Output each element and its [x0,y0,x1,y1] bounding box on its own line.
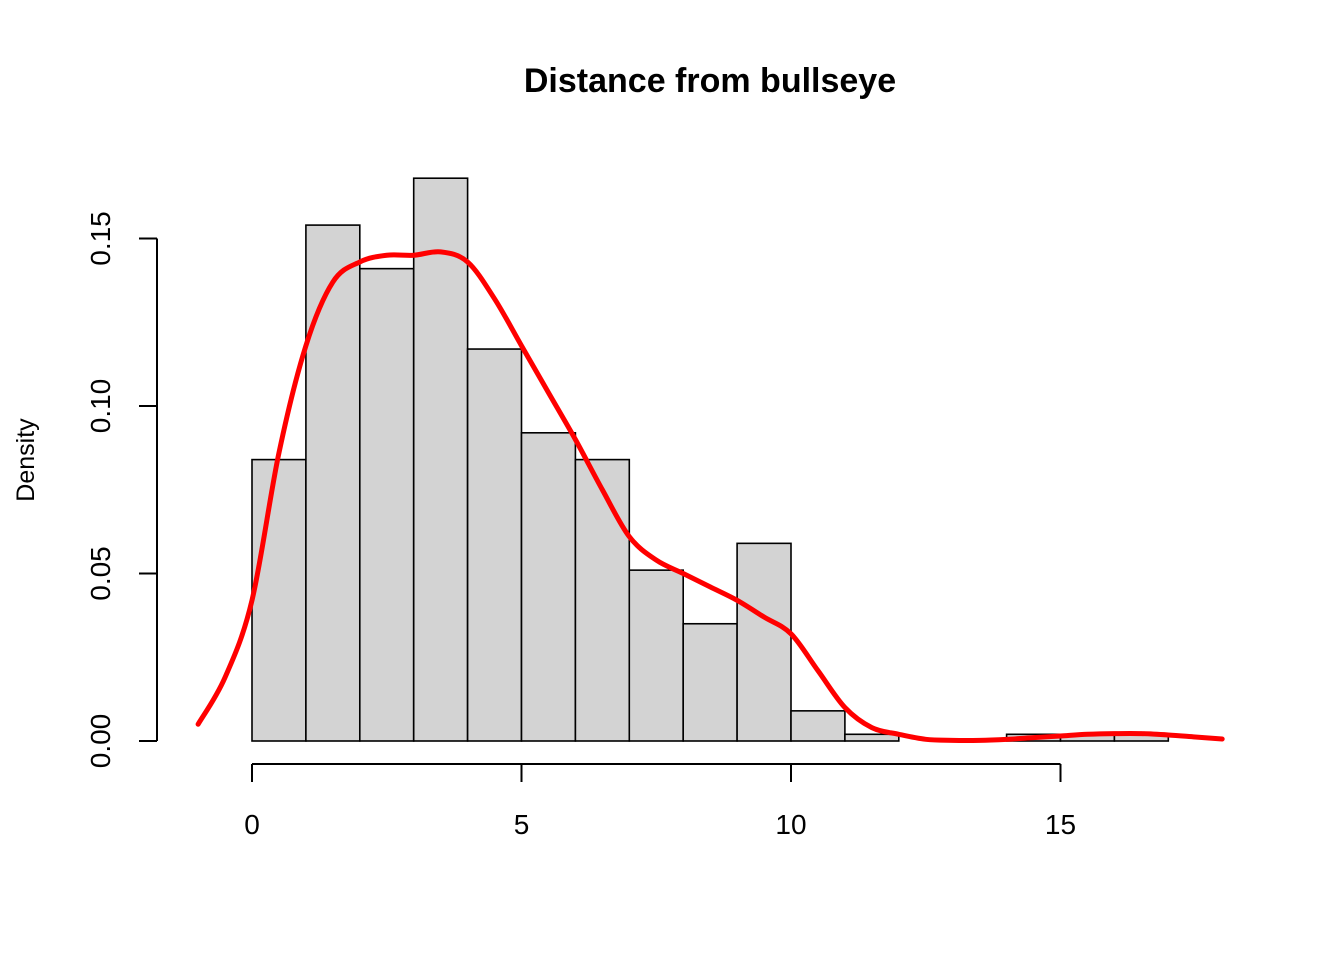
histogram-bar [251,458,307,742]
histogram-bar [682,622,738,742]
y-tick-label: 0.10 [85,379,116,434]
histogram-bar [520,431,577,742]
y-tick-label: 0.05 [85,546,116,601]
histogram-bar [574,458,631,742]
histogram-bar [790,710,846,742]
x-tick-label: 0 [244,809,260,840]
chart-title: Distance from bullseye [524,62,896,100]
histogram-bar [358,267,415,742]
y-axis-label: Density [12,418,40,502]
y-tick-label: 0.15 [85,211,116,266]
y-axis: 0.00 0.05 0.10 0.15 [85,211,158,769]
histogram-bar [305,224,361,742]
histogram-bar [736,542,792,742]
density-curve [195,249,1225,743]
histogram-bar [628,569,684,742]
histogram-bar [412,177,469,742]
x-tick-label: 5 [514,809,530,840]
x-tick-label: 15 [1045,809,1076,840]
x-tick-label: 10 [775,809,806,840]
histogram-bar [844,733,900,742]
histogram-bar [466,348,523,742]
x-axis: 0 5 10 15 [244,763,1076,840]
histogram-bars [251,177,1170,742]
y-tick-label: 0.00 [85,714,116,769]
